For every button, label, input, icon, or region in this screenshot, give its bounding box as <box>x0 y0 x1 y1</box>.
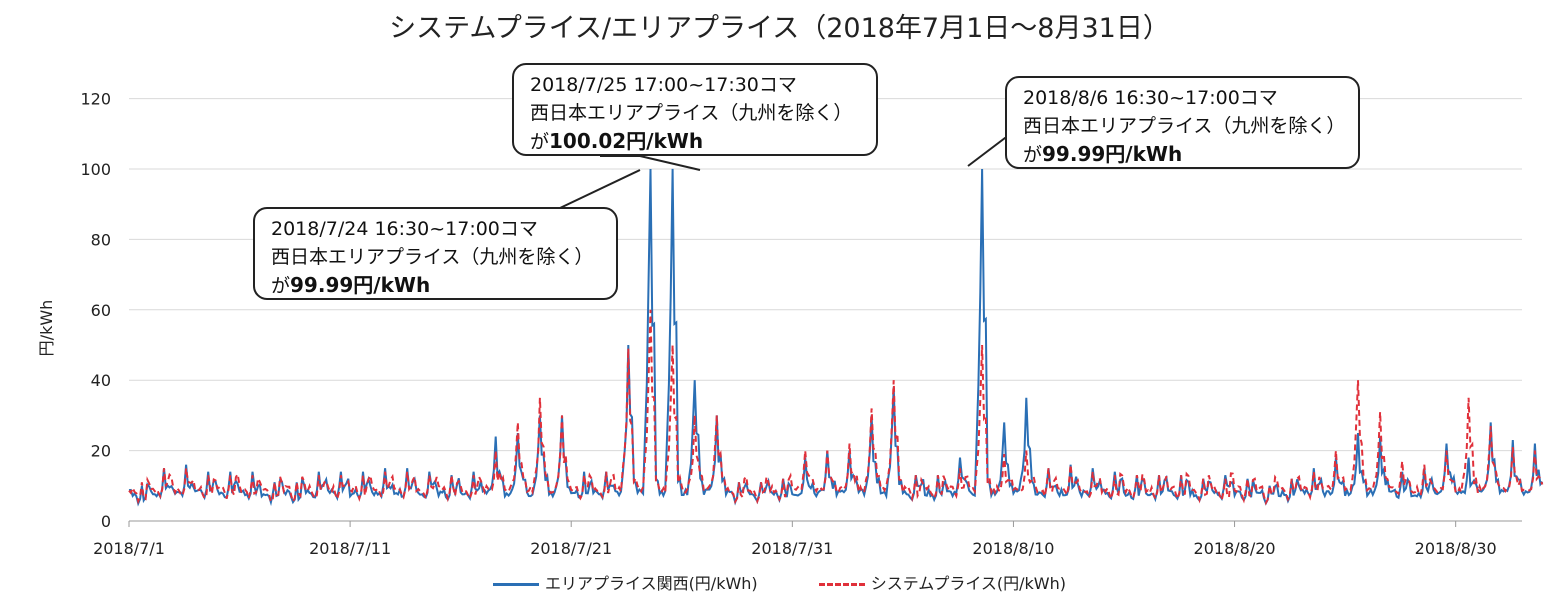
legend-label: システムプライス(円/kWh) <box>870 574 1066 593</box>
series-line-system-price <box>128 309 1544 506</box>
annotation-line1: 2018/8/6 16:30~17:00コマ <box>1023 87 1278 109</box>
x-tick-label: 2018/8/30 <box>1415 539 1497 558</box>
legend-item-system-price: システムプライス(円/kWh) <box>818 570 1066 594</box>
y-tick-label: 60 <box>91 301 111 320</box>
y-tick-label: 120 <box>80 90 111 109</box>
legend: エリアプライス関西(円/kWh) システムプライス(円/kWh) <box>0 570 1559 594</box>
legend-item-area-price: エリアプライス関西(円/kWh) <box>493 570 758 594</box>
annotation-value: 100.02円/kWh <box>549 129 704 153</box>
x-tick-label: 2018/7/31 <box>751 539 833 558</box>
legend-label: エリアプライス関西(円/kWh) <box>545 574 758 593</box>
chart-title: システムプライス/エリアプライス（2018年7月1日～8月31日） <box>389 13 1170 44</box>
legend-swatch-solid <box>493 583 540 586</box>
x-tick-label: 2018/7/21 <box>530 539 612 558</box>
y-tick-label: 40 <box>91 371 111 390</box>
annotation-line2: 西日本エリアプライス（九州を除く） <box>1023 115 1346 137</box>
x-tick-label: 2018/8/10 <box>972 539 1054 558</box>
annotation-prefix: が <box>1023 144 1043 166</box>
annotation-callout-0725: 2018/7/25 17:00~17:30コマ 西日本エリアプライス（九州を除く… <box>512 63 878 156</box>
x-tick-label: 2018/7/11 <box>309 539 391 558</box>
y-tick-label: 20 <box>91 442 111 461</box>
annotation-callout-0806: 2018/8/6 16:30~17:00コマ 西日本エリアプライス（九州を除く）… <box>1005 76 1360 169</box>
annotation-line2: 西日本エリアプライス（九州を除く） <box>530 102 853 124</box>
x-tick-labels: 2018/7/1 2018/7/11 2018/7/21 2018/7/31 2018/… <box>93 521 1497 558</box>
y-tick-label: 0 <box>101 512 111 531</box>
callout-pointer-0724 <box>480 169 641 209</box>
annotation-line1: 2018/7/25 17:00~17:30コマ <box>530 74 797 96</box>
annotation-line1: 2018/7/24 16:30~17:00コマ <box>271 218 538 240</box>
y-tick-label: 80 <box>91 230 111 249</box>
x-tick-label: 2018/7/1 <box>93 539 165 558</box>
annotation-prefix: が <box>530 131 550 153</box>
annotation-value: 99.99円/kWh <box>1042 142 1183 166</box>
legend-swatch-dashed <box>818 583 865 586</box>
y-tick-label: 100 <box>80 160 111 179</box>
annotation-line2: 西日本エリアプライス（九州を除く） <box>271 246 594 268</box>
x-tick-label: 2018/8/20 <box>1194 539 1276 558</box>
callout-pointer-0725 <box>600 155 701 171</box>
annotation-callout-0724: 2018/7/24 16:30~17:00コマ 西日本エリアプライス（九州を除く… <box>253 207 618 300</box>
y-tick-labels: 0 20 40 60 80 100 120 <box>80 90 111 531</box>
annotation-value: 99.99円/kWh <box>290 273 431 297</box>
y-axis-label: 円/kWh <box>37 300 56 357</box>
series-lines <box>128 168 1544 507</box>
annotation-prefix: が <box>271 275 291 297</box>
